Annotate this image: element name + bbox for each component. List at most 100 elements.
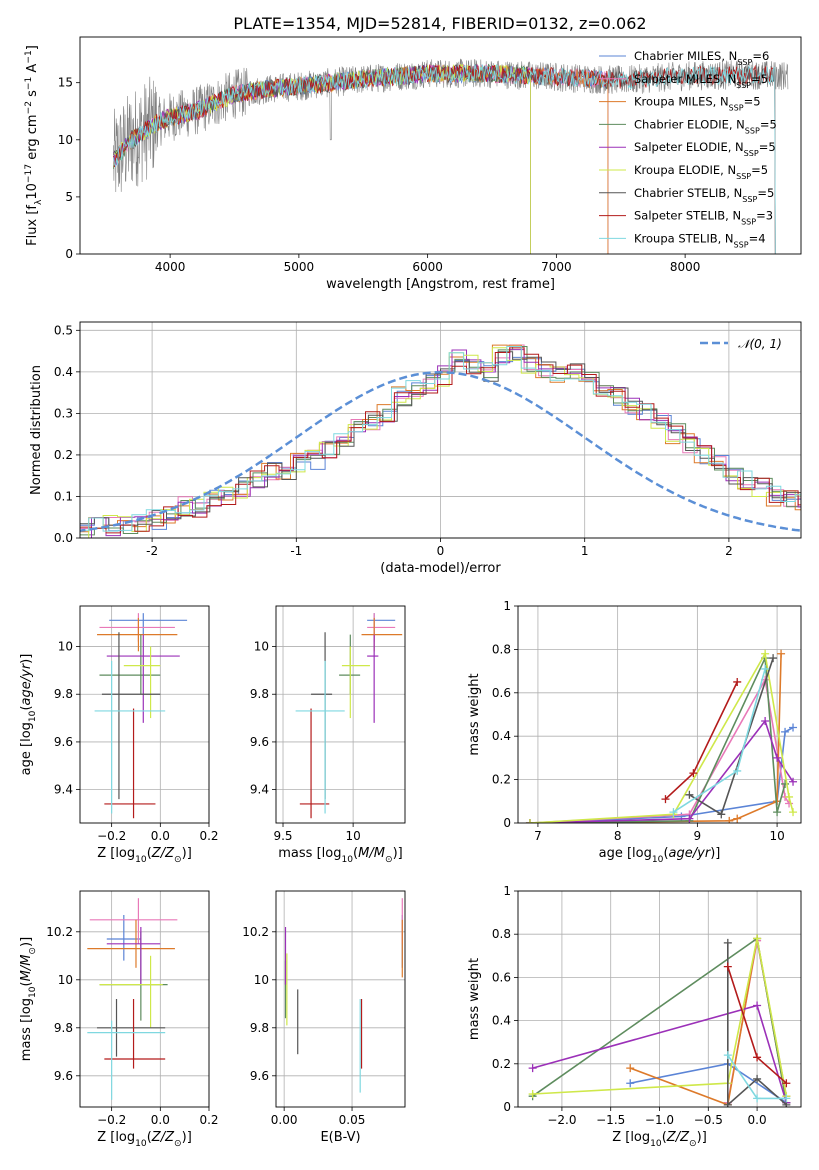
- y-tick-label: 0.6: [492, 970, 511, 984]
- weight-point-marker: [782, 1079, 791, 1088]
- spectrum-model-line: [113, 63, 609, 254]
- weight-series-line: [529, 726, 794, 823]
- spectrum-legend: Chabrier MILES, NSSP=6 Salpeter MILES, NS…: [599, 49, 777, 249]
- legend-entry-label: Kroupa STELIB, NSSP=4: [634, 231, 766, 249]
- x-tick-label: −1.0: [645, 1113, 674, 1127]
- mass_vs_EBV-axes: 0.00 0.05 9.6 9.8 10 10.2: [242, 891, 405, 1127]
- x-tick-label: 0.00: [271, 1113, 298, 1127]
- y-tick-label: 0.1: [54, 489, 73, 503]
- mass_vs_Z-x-label: Z [log10(Z/Z⊙)]: [97, 1130, 192, 1149]
- mass_vs_EBV-plot-area: [284, 898, 403, 1093]
- age_vs_Z-frame: [79, 605, 210, 824]
- weight-series-line: [529, 651, 794, 823]
- x-tick-label: 7000: [541, 260, 572, 274]
- legend-entry-label: Kroupa ELODIE, NSSP=5: [634, 163, 768, 181]
- spectrum-axes: 4000 5000 6000 7000 8000 0 5 10 15: [58, 76, 701, 274]
- weight-point-marker: [761, 649, 770, 658]
- y-tick-label: 10: [58, 973, 73, 987]
- weight-point-marker: [777, 649, 786, 658]
- weight-series-line: [529, 653, 782, 823]
- y-tick-label: 9.8: [54, 687, 73, 701]
- weight_vs_Z-x-label: Z [log10(Z/Z⊙)]: [612, 1130, 707, 1149]
- x-tick-label: −0.2: [97, 1113, 126, 1127]
- weight_vs_age-y-label: mass weight: [467, 673, 482, 755]
- age_vs_Z-axes: −0.2 0.0 0.2 9.4 9.6 9.8 10: [54, 606, 219, 843]
- y-tick-label: 0: [503, 816, 511, 830]
- mass_vs_Z-plot-area: [87, 898, 178, 1100]
- y-tick-label: 10.2: [46, 925, 73, 939]
- weight-point-marker: [753, 934, 762, 943]
- legend-entry-label: Chabrier MILES, NSSP=6: [634, 49, 769, 67]
- weight-point-marker: [785, 792, 794, 801]
- x-tick-label: 8000: [670, 260, 701, 274]
- weight-series-line: [529, 654, 786, 823]
- weight_vs_Z-y-label: mass weight: [467, 958, 482, 1040]
- x-tick-label: −0.2: [97, 829, 126, 843]
- weight-point-marker: [525, 819, 534, 823]
- weight-point-marker: [669, 808, 678, 817]
- mass_vs_EBV-x-label: E(B-V): [320, 1130, 360, 1145]
- weight-point-marker: [723, 1100, 732, 1107]
- spectrum-model-line: [113, 63, 776, 254]
- y-tick-label: 5: [65, 190, 73, 204]
- x-tick-label: 0: [437, 544, 445, 558]
- y-tick-label: 9.4: [54, 783, 73, 797]
- weight-series-line: [727, 942, 787, 1107]
- y-tick-label: 10: [58, 640, 73, 654]
- y-tick-label: 0: [65, 247, 73, 261]
- histogram-series: [80, 351, 801, 526]
- mass_vs_Z-axes: −0.2 0.0 0.2 9.6 9.8 10 10.2: [46, 891, 219, 1127]
- weight_vs_age-frame: [517, 605, 802, 824]
- legend-entry-label: Salpeter STELIB, NSSP=3: [634, 209, 773, 227]
- weight-point-marker: [717, 810, 726, 819]
- y-tick-label: 0.0: [54, 531, 73, 545]
- y-tick-label: 0.4: [492, 1014, 511, 1028]
- weight-point-marker: [781, 727, 790, 736]
- figure-title: PLATE=1354, MJD=52814, FIBERID=0132, z=0…: [233, 14, 646, 33]
- weight-point-marker: [733, 677, 742, 686]
- residuals-x-label: (data-model)/error: [380, 561, 501, 576]
- weight-point-marker: [773, 753, 782, 762]
- weight_vs_Z-frame: [517, 890, 802, 1108]
- x-tick-label: 0.0: [151, 1113, 170, 1127]
- y-tick-label: 9.6: [250, 735, 269, 749]
- y-tick-label: 0.8: [492, 927, 511, 941]
- x-tick-label: 2: [725, 544, 733, 558]
- legend-entry-label: Chabrier ELODIE, NSSP=5: [634, 117, 777, 135]
- y-tick-label: 0.5: [54, 323, 73, 337]
- weight-point-marker: [626, 1079, 635, 1088]
- spectrum-frame: [79, 36, 802, 255]
- x-tick-label: -1: [290, 544, 302, 558]
- age_vs_mass-frame: [275, 605, 406, 824]
- spectrum-plot-area: [113, 58, 789, 254]
- x-tick-label: 0.2: [199, 829, 218, 843]
- weight-point-marker: [761, 664, 770, 673]
- weight-point-marker: [761, 717, 770, 726]
- weight-point-marker: [626, 1064, 635, 1073]
- x-tick-label: 9: [694, 829, 702, 843]
- x-tick-label: 9.5: [273, 829, 292, 843]
- y-tick-label: 0.4: [492, 729, 511, 743]
- spectrum-x-label: wavelength [Angstrom, rest frame]: [326, 277, 555, 292]
- y-tick-label: 9.8: [250, 687, 269, 701]
- histogram-series: [80, 347, 801, 534]
- weight-series-line: [529, 677, 790, 823]
- x-tick-label: 6000: [412, 260, 443, 274]
- age_vs_mass-plot-area: [295, 613, 403, 819]
- y-tick-label: 9.8: [250, 1021, 269, 1035]
- histogram-series: [80, 346, 801, 532]
- y-tick-label: 9.6: [54, 1069, 73, 1083]
- weight_vs_age-x-label: age [log10(age/yr)]: [599, 846, 721, 865]
- residuals-y-label: Normed distribution: [29, 365, 44, 495]
- weight-point-marker: [769, 654, 778, 663]
- y-tick-label: 1: [503, 599, 511, 613]
- weight_vs_Z-plot-area: [528, 934, 791, 1107]
- x-tick-label: -2: [146, 544, 158, 558]
- y-tick-label: 10.2: [242, 925, 269, 939]
- x-tick-label: 10: [345, 829, 360, 843]
- legend-entry-label: Kroupa MILES, NSSP=5: [634, 95, 761, 113]
- x-tick-label: 0.0: [151, 829, 170, 843]
- y-tick-label: 0.3: [54, 406, 73, 420]
- y-tick-label: 0.2: [54, 448, 73, 462]
